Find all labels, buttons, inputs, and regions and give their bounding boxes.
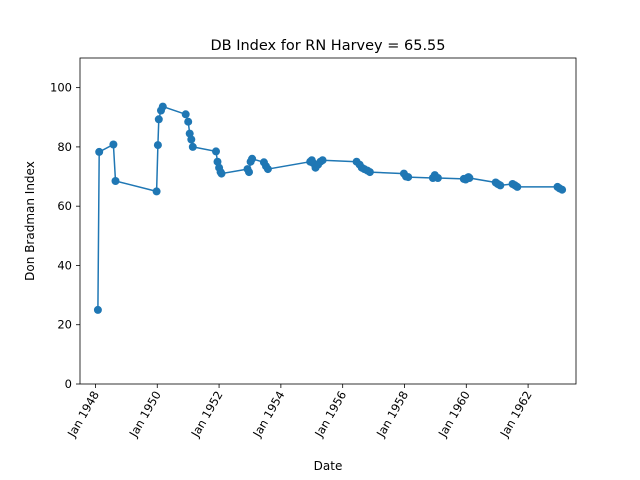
data-point xyxy=(558,185,567,194)
data-point xyxy=(245,168,253,177)
chart-title: DB Index for RN Harvey = 65.55 xyxy=(210,38,445,54)
data-point xyxy=(212,147,220,156)
data-point xyxy=(217,169,226,178)
data-point xyxy=(248,154,257,163)
axes-frame xyxy=(79,57,577,385)
data-point xyxy=(496,181,505,190)
data-point xyxy=(154,115,163,124)
data-point xyxy=(465,174,474,182)
data-point xyxy=(152,187,161,196)
data-point xyxy=(95,147,104,156)
data-point xyxy=(404,173,413,182)
data-point xyxy=(188,142,197,151)
y-tick-label: 80 xyxy=(57,140,72,154)
data-point xyxy=(263,165,272,174)
data-point xyxy=(111,177,120,185)
data-point xyxy=(513,182,522,191)
y-tick-label: 0 xyxy=(65,377,72,391)
data-point xyxy=(365,168,374,177)
data-point xyxy=(158,102,167,111)
data-point xyxy=(213,157,222,166)
data-point xyxy=(187,135,196,144)
data-point xyxy=(184,117,193,126)
x-axis-label: Date xyxy=(314,459,343,473)
data-point xyxy=(181,110,190,119)
y-tick-label: 20 xyxy=(57,318,72,332)
data-point xyxy=(153,141,162,150)
data-point xyxy=(318,156,327,165)
data-point xyxy=(93,305,102,314)
y-tick-label: 100 xyxy=(50,81,72,95)
y-tick-label: 40 xyxy=(57,258,72,272)
data-point xyxy=(109,140,118,149)
data-point xyxy=(433,174,442,182)
y-axis-label: Don Bradman Index xyxy=(23,161,37,281)
y-tick-label: 60 xyxy=(57,199,72,213)
